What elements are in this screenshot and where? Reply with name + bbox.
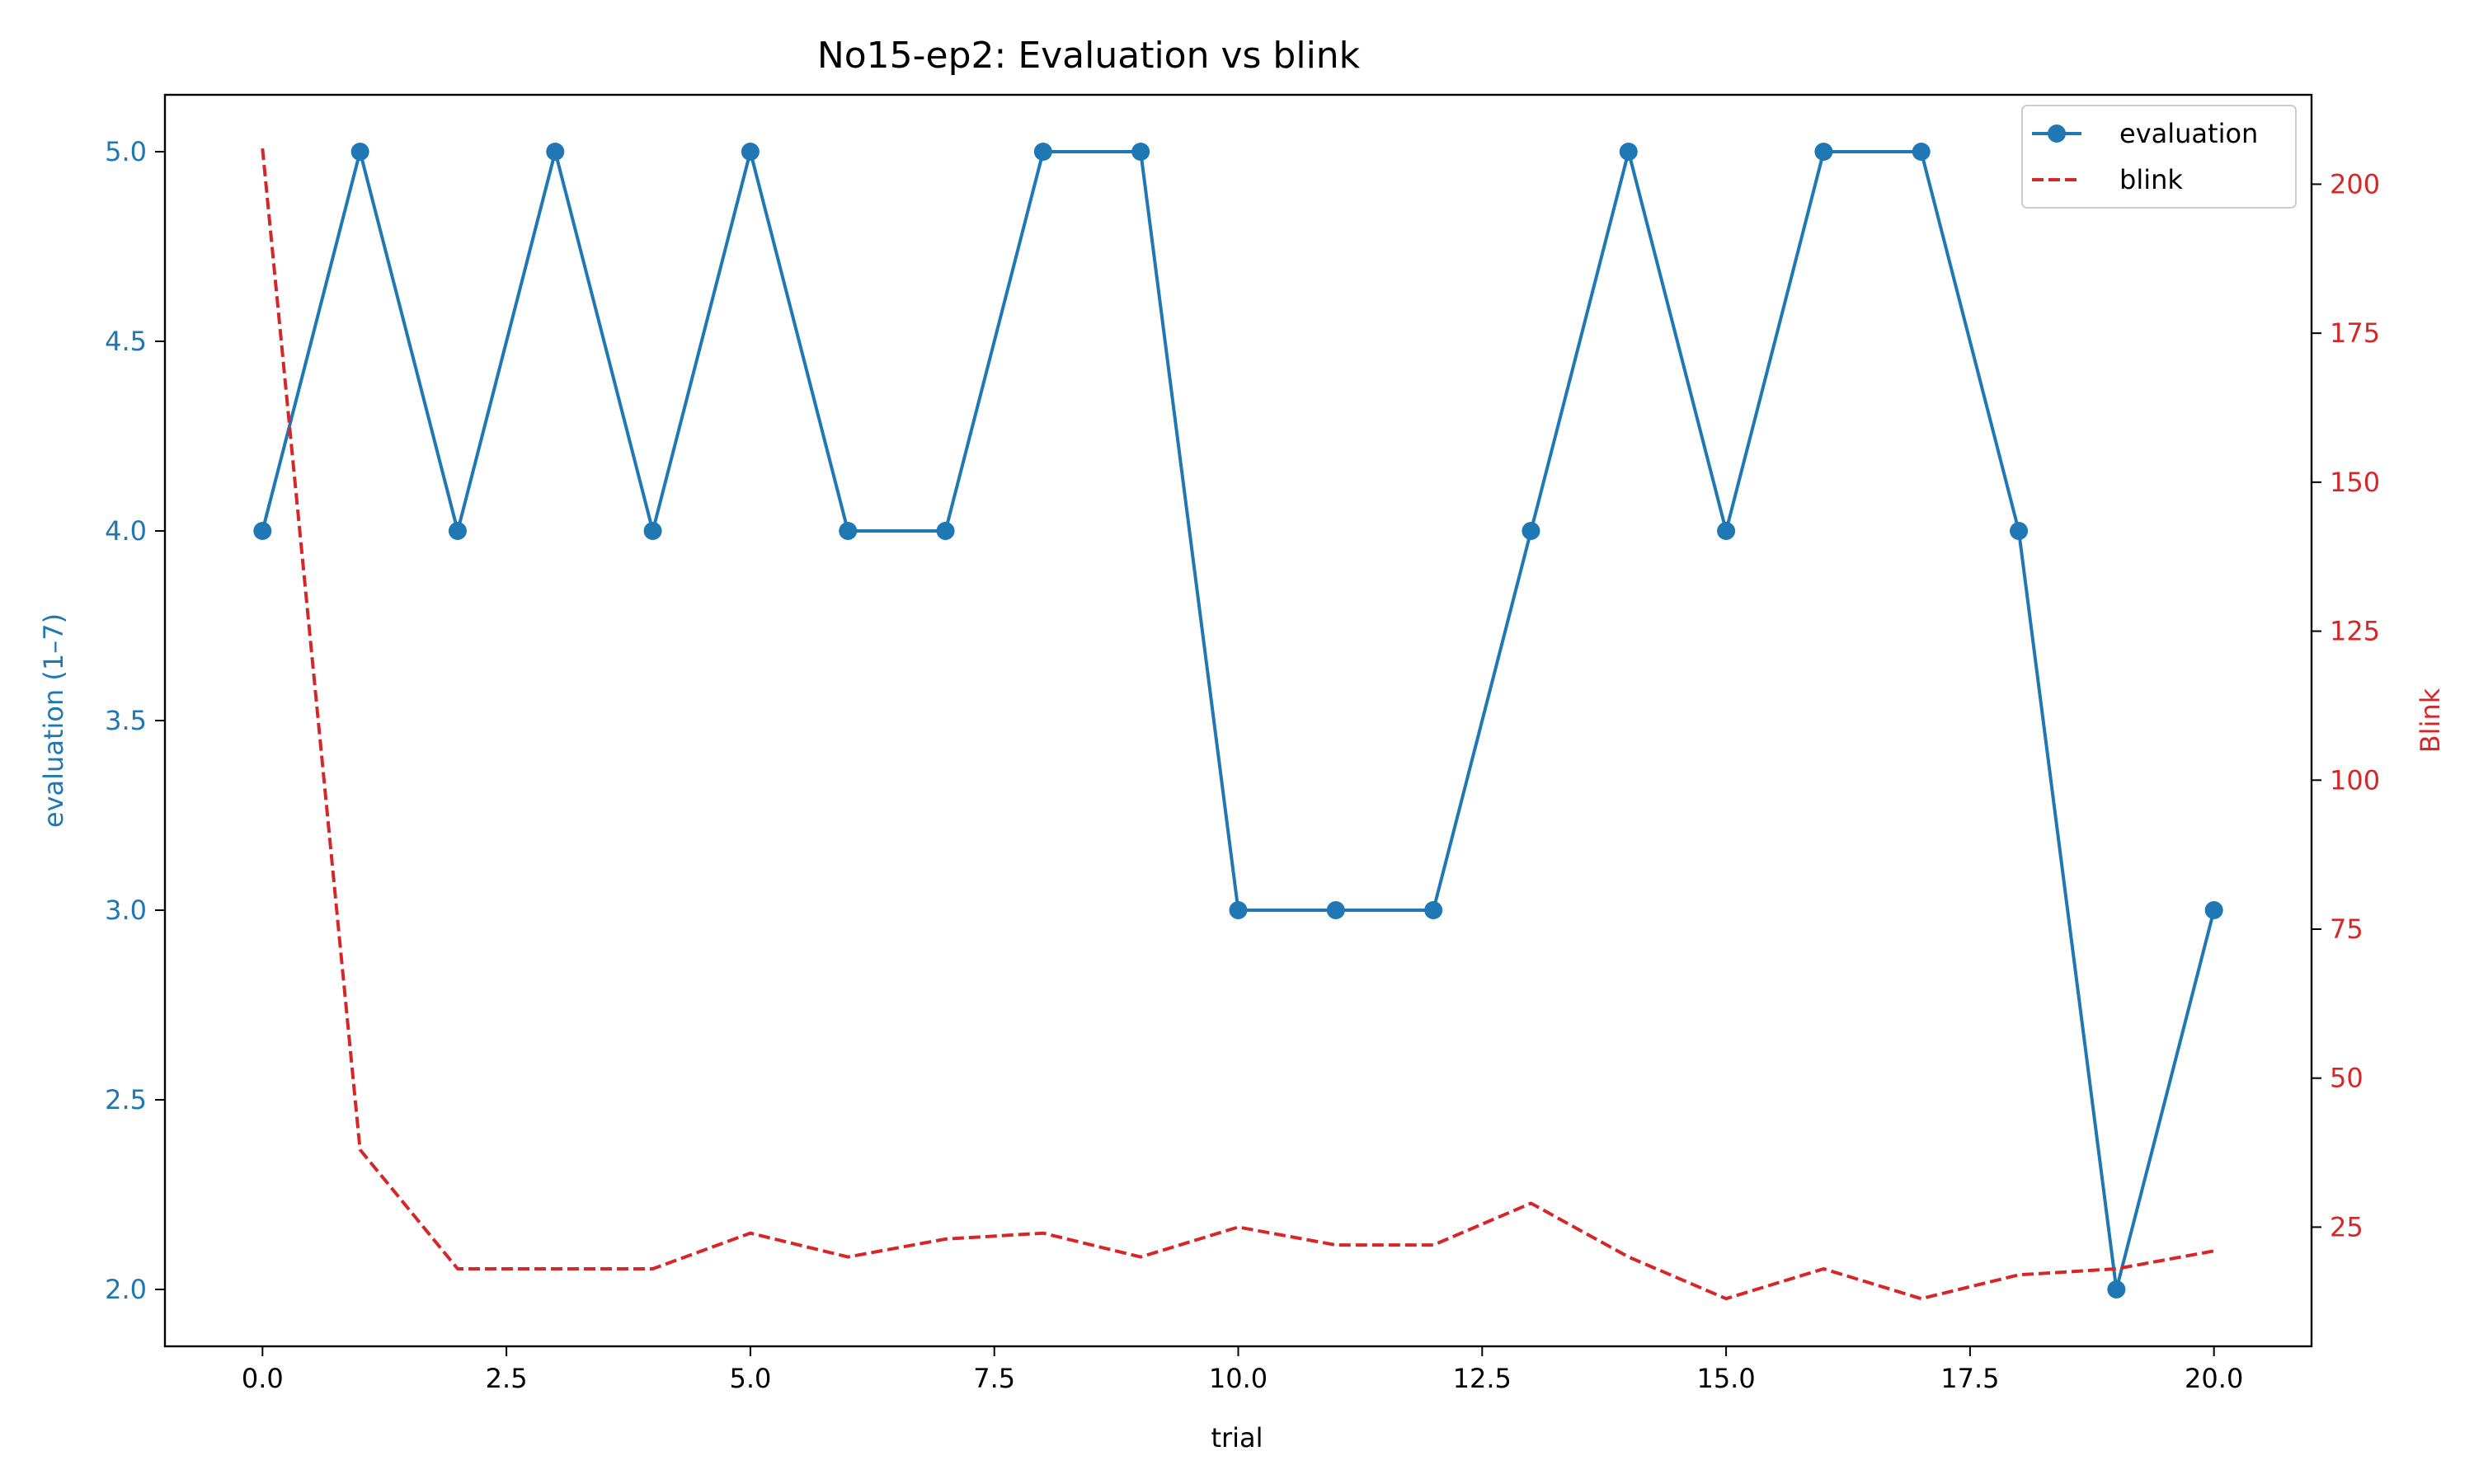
y-right-tick-label: 200	[2330, 168, 2380, 200]
y-axis-right: 25 50 75 100 125 150 175 200	[2312, 168, 2380, 1242]
evaluation-point	[1131, 143, 1150, 161]
evaluation-point	[1717, 522, 1736, 540]
x-tick-label: 12.5	[1453, 1363, 1512, 1394]
evaluation-point	[2107, 1280, 2126, 1298]
y-axis-right-label: Blink	[2415, 688, 2446, 753]
evaluation-point	[253, 522, 272, 540]
y-left-tick-label: 3.5	[105, 705, 147, 736]
evaluation-series-line	[261, 150, 2216, 1291]
x-axis-label: trial	[1211, 1422, 1263, 1453]
plot-area	[253, 143, 2223, 1301]
y-left-tick-label: 4.5	[105, 326, 147, 357]
x-tick-label: 0.0	[242, 1363, 284, 1394]
x-tick-label: 5.0	[729, 1363, 771, 1394]
legend-box	[2021, 105, 2297, 209]
x-axis: 0.0 2.5 5.0 7.5 10.0 12.5 15.0 17.5 20.0	[242, 1346, 2243, 1394]
x-tick-label: 17.5	[1940, 1363, 1999, 1394]
y-right-tick-label: 150	[2330, 467, 2380, 498]
evaluation-point	[350, 143, 369, 161]
evaluation-point	[936, 522, 955, 540]
evaluation-point	[741, 143, 760, 161]
evaluation-point	[839, 522, 858, 540]
evaluation-point	[2204, 901, 2223, 919]
evaluation-point	[643, 522, 662, 540]
x-tick-label: 10.0	[1209, 1363, 1268, 1394]
y-right-tick-label: 100	[2330, 764, 2380, 796]
y-axis-left-label: evaluation (1–7)	[38, 613, 69, 828]
y-left-tick-label: 2.5	[105, 1084, 147, 1115]
y-left-tick-label: 3.0	[105, 895, 147, 926]
y-left-tick-label: 4.0	[105, 515, 147, 547]
legend: evaluation blink	[2021, 105, 2297, 209]
plot-frame	[163, 93, 2313, 1348]
evaluation-point	[1912, 143, 1931, 161]
evaluation-point	[1522, 522, 1540, 540]
evaluation-point	[1229, 901, 1248, 919]
evaluation-point	[1619, 143, 1638, 161]
legend-evaluation-marker	[2048, 124, 2066, 143]
y-right-tick-label: 125	[2330, 616, 2380, 647]
evaluation-point	[1326, 901, 1345, 919]
evaluation-point	[2010, 522, 2029, 540]
evaluation-point	[1033, 143, 1052, 161]
evaluation-point	[1424, 901, 1443, 919]
evaluation-point	[1814, 143, 1833, 161]
legend-blink-label: blink	[2119, 164, 2183, 195]
y-right-tick-label: 50	[2330, 1063, 2363, 1094]
y-right-tick-label: 175	[2330, 317, 2380, 349]
x-tick-label: 7.5	[973, 1363, 1015, 1394]
chart-title: No15-ep2: Evaluation vs blink	[817, 35, 1361, 77]
y-right-tick-label: 25	[2330, 1211, 2363, 1242]
evaluation-point	[448, 522, 467, 540]
x-tick-label: 15.0	[1696, 1363, 1755, 1394]
y-left-tick-label: 5.0	[105, 136, 147, 167]
y-right-tick-label: 75	[2330, 913, 2363, 945]
evaluation-point	[546, 143, 565, 161]
y-left-tick-label: 2.0	[105, 1274, 147, 1305]
legend-evaluation-label: evaluation	[2119, 118, 2258, 149]
blink-series-line	[261, 148, 2215, 1301]
y-axis-left: 2.0 2.5 3.0 3.5 4.0 4.5 5.0	[105, 136, 165, 1305]
x-tick-label: 2.5	[486, 1363, 528, 1394]
x-tick-label: 20.0	[2185, 1363, 2243, 1394]
